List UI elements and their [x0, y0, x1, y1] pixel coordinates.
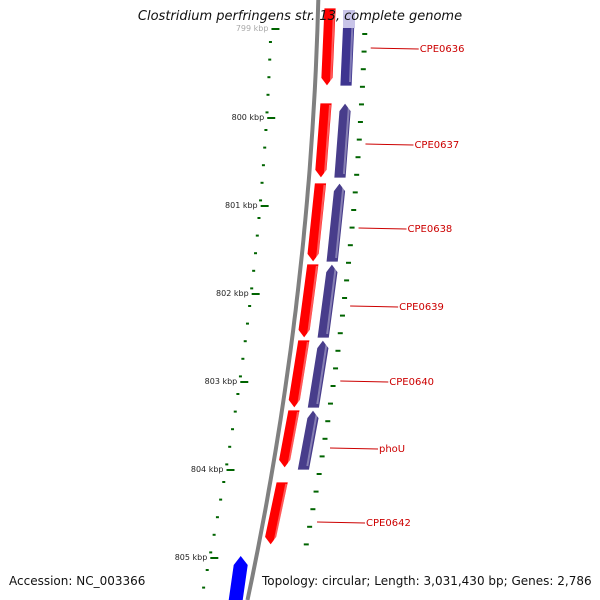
- major-tick-label: 800 kbp: [232, 113, 265, 122]
- major-tick-label: 801 kbp: [225, 201, 258, 210]
- major-tick-label: 804 kbp: [191, 465, 224, 474]
- gene-label-leader: [370, 47, 419, 50]
- reverse-gene-cap: [343, 10, 355, 28]
- forward-gene-arrow-highlight: [316, 184, 326, 259]
- genome-backbone: [245, 0, 321, 600]
- reverse-gene-arrow: [306, 339, 330, 409]
- forward-gene-arrow: [320, 7, 337, 87]
- accession-text: Accession: NC_003366: [9, 574, 146, 588]
- forward-gene-arrow: [278, 409, 301, 469]
- reverse-gene-arrow: [325, 182, 346, 263]
- gene-label-leader: [365, 143, 414, 146]
- forward-gene-arrow-highlight: [307, 265, 318, 335]
- gene-label-leader: [358, 227, 407, 230]
- blue-feature: [228, 556, 248, 600]
- major-tick-label: 799 kbp: [236, 24, 269, 33]
- forward-gene-arrow-highlight: [273, 483, 288, 542]
- genome-summary: Topology: circular; Length: 3,031,430 bp…: [262, 574, 592, 588]
- map-title: Clostridium perfringens str. 13, complet…: [137, 9, 463, 24]
- gene-label-leader: [329, 447, 379, 450]
- gene-label: CPE0636: [420, 44, 465, 55]
- gene-labels: CPE0636 CPE0637 CPE0638 CPE0639 CPE0640 phoU C…: [317, 44, 464, 529]
- forward-gene-arrow-highlight: [297, 341, 309, 405]
- reverse-gene-arrow: [333, 102, 352, 179]
- reverse-gene-arrow-highlight: [306, 411, 318, 467]
- ruler: 799 kbp 800 kbp 801 kbp 802 kbp 803 kbp 804 k…: [175, 24, 368, 589]
- gene-label: CPE0637: [414, 140, 459, 151]
- major-tick-label: 803 kbp: [205, 377, 238, 386]
- gene-label: CPE0639: [399, 302, 444, 313]
- forward-gene-arrow: [264, 481, 289, 546]
- gene-label: CPE0642: [366, 518, 411, 529]
- forward-gene-arrow-highlight: [287, 411, 299, 465]
- reverse-gene-arrow-highlight: [342, 104, 351, 175]
- reverse-gene-arrow-highlight: [335, 184, 345, 259]
- forward-gene-arrow-highlight: [323, 104, 332, 175]
- gene-label-leader: [317, 521, 366, 524]
- gene-label: CPE0638: [408, 224, 453, 235]
- gene-label-leader: [350, 305, 399, 308]
- feature-track: [228, 7, 356, 600]
- gene-label-leader: [340, 380, 389, 383]
- gene-label: CPE0640: [389, 377, 434, 388]
- forward-gene-arrow: [314, 102, 333, 179]
- forward-gene-arrow: [297, 263, 320, 339]
- reverse-gene-arrow: [316, 263, 339, 339]
- gene-label: phoU: [379, 444, 405, 455]
- forward-gene-arrow: [306, 182, 327, 263]
- forward-gene-arrow-highlight: [329, 9, 336, 83]
- reverse-gene-arrow: [296, 409, 320, 471]
- major-tick-label: 802 kbp: [216, 289, 249, 298]
- forward-gene-arrow: [287, 339, 311, 409]
- reverse-gene-arrow-highlight: [316, 341, 328, 405]
- major-tick-label: 805 kbp: [175, 553, 208, 562]
- reverse-gene-arrow-highlight: [326, 265, 337, 335]
